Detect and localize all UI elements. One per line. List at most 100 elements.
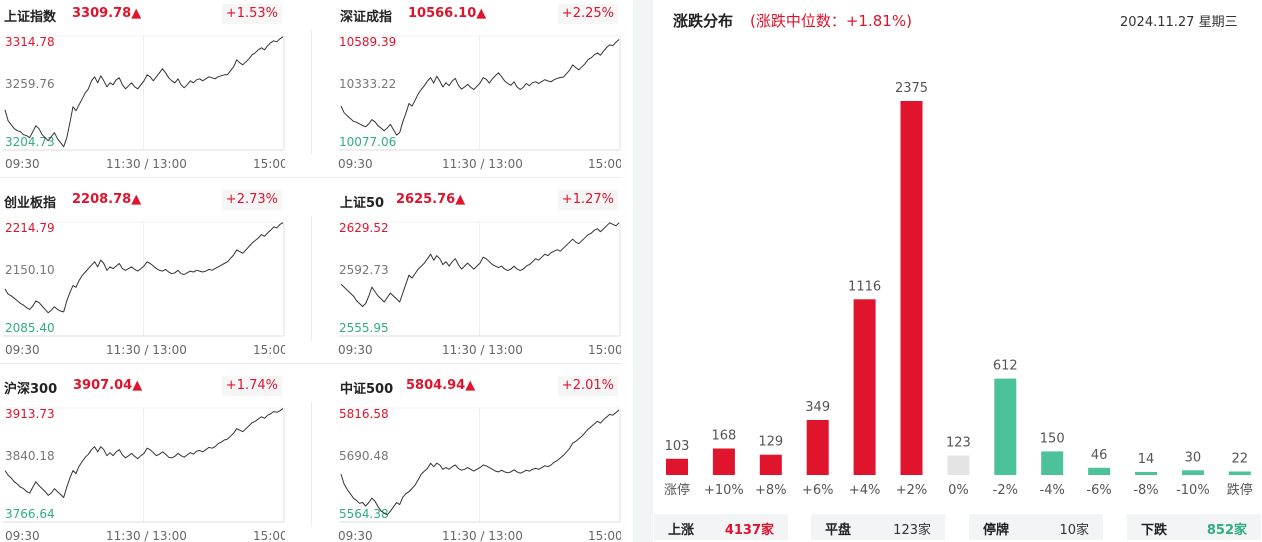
bar-value-label: 103 [665, 439, 690, 454]
axis-mid-label: 2150.10 [5, 263, 55, 277]
distribution-bar [1228, 471, 1251, 475]
index-intraday-chart: 2214.79 2150.10 2085.40 09:30 11:30 / 13… [3, 221, 285, 357]
bar-category-label: -6% [1086, 483, 1111, 498]
price-line [340, 39, 620, 136]
index-header: 中证500 5804.94▲ +2.01% [336, 372, 621, 398]
index-price: 2208.78▲ [72, 192, 142, 207]
index-change-badge: +2.01% [557, 376, 618, 396]
bar-value-label: 14 [1138, 452, 1155, 467]
bar-category-label: +2% [896, 483, 928, 498]
summary-label: 停牌 [983, 523, 1010, 538]
bar-category-label: -4% [1040, 483, 1065, 498]
index-name: 沪深300 [4, 382, 58, 397]
bar-category-label: +6% [802, 483, 834, 498]
time-label-open: 09:30 [338, 343, 373, 357]
bar-value-label: 1116 [848, 279, 881, 294]
bar-category-label: 0% [948, 483, 969, 498]
index-intraday-chart: 3314.78 3259.76 3204.73 09:30 11:30 / 13… [3, 35, 285, 171]
bar-value-label: 168 [711, 429, 736, 444]
summary-value: 852家 [1206, 523, 1247, 538]
bar-value-label: 46 [1091, 448, 1108, 463]
bar-value-label: 123 [946, 436, 971, 451]
time-label-close: 15:00 [253, 157, 285, 171]
index-panel-sse50[interactable]: 上证50 2625.76▲ +1.27% 2629.52 2592.73 255… [336, 186, 621, 366]
index-price: 2625.76▲ [396, 192, 466, 207]
price-line [4, 36, 284, 148]
index-intraday-chart: 5816.58 5690.48 5564.38 09:30 11:30 / 13… [338, 407, 621, 542]
index-panel-shanghai-composite[interactable]: 上证指数 3309.78▲ +1.53% 3314.78 3259.76 320… [0, 0, 285, 180]
index-header: 深证成指 10566.10▲ +2.25% [336, 0, 621, 26]
time-label-open: 09:30 [338, 529, 373, 542]
distribution-date: 2024.11.27 星期三 [1120, 15, 1238, 30]
time-label-midday: 11:30 / 13:00 [442, 157, 523, 171]
axis-high-label: 3314.78 [5, 35, 55, 49]
axis-mid-label: 3840.18 [5, 449, 55, 463]
time-label-midday: 11:30 / 13:00 [106, 343, 187, 357]
index-name: 创业板指 [4, 196, 57, 211]
index-panel-csi500[interactable]: 中证500 5804.94▲ +2.01% 5816.58 5690.48 55… [336, 372, 621, 542]
time-label-close: 15:00 [588, 157, 621, 171]
index-intraday-chart: 3913.73 3840.18 3766.64 09:30 11:30 / 13… [3, 407, 285, 542]
index-change-badge: +1.27% [557, 190, 618, 210]
time-label-midday: 11:30 / 13:00 [106, 157, 187, 171]
index-header: 创业板指 2208.78▲ +2.73% [0, 186, 285, 212]
index-price: 10566.10▲ [408, 6, 487, 21]
time-label-close: 15:00 [588, 529, 621, 542]
bar-category-label: 跌停 [1227, 482, 1253, 498]
summary-up: 上涨 4137家 [654, 514, 788, 540]
index-panel-shenzhen-component[interactable]: 深证成指 10566.10▲ +2.25% 10589.39 10333.22 … [336, 0, 621, 180]
time-label-midday: 11:30 / 13:00 [442, 343, 523, 357]
price-line [340, 222, 620, 307]
summary-label: 平盘 [825, 523, 852, 538]
distribution-bar [1135, 472, 1157, 475]
axis-high-label: 2214.79 [5, 221, 55, 235]
distribution-bar [900, 101, 923, 475]
price-line [4, 408, 284, 498]
distribution-bar [712, 448, 735, 475]
column-divider [311, 30, 312, 155]
distribution-bar [1041, 451, 1064, 475]
distribution-bar-chart: 103 涨停 168 +10% 129 +8% 349 +6% 1116 +4% 2375 +2% 12… [664, 81, 1253, 498]
summary-value: 123家 [893, 523, 931, 538]
bar-value-label: 150 [1040, 431, 1065, 446]
index-header: 上证50 2625.76▲ +1.27% [336, 186, 621, 212]
bar-value-label: 612 [993, 359, 1018, 374]
index-price: 5804.94▲ [406, 378, 476, 393]
axis-low-label: 5564.38 [339, 507, 389, 521]
index-name: 上证50 [340, 196, 385, 211]
index-change-badge: +1.53% [221, 4, 282, 24]
distribution-median: (涨跌中位数：+1.81%) [750, 12, 912, 30]
distribution-bar [806, 420, 829, 475]
axis-low-label: 2085.40 [5, 321, 55, 335]
bar-value-label: 22 [1232, 452, 1249, 467]
time-label-open: 09:30 [5, 157, 40, 171]
index-name: 上证指数 [4, 10, 57, 25]
summary-value: 4137家 [724, 523, 774, 538]
row-divider [0, 177, 622, 178]
axis-mid-label: 5690.48 [339, 449, 389, 463]
bar-value-label: 2375 [895, 81, 928, 96]
distribution-bar [666, 458, 688, 475]
bar-category-label: 涨停 [664, 482, 690, 498]
distribution-bar [947, 455, 970, 475]
time-label-open: 09:30 [5, 343, 40, 357]
summary-flat: 平盘 123家 [811, 514, 945, 540]
axis-low-label: 10077.06 [339, 135, 396, 149]
time-label-close: 15:00 [253, 529, 285, 542]
column-divider [311, 216, 312, 341]
distribution-bar [759, 454, 782, 475]
axis-high-label: 2629.52 [339, 221, 389, 235]
index-price: 3309.78▲ [72, 6, 142, 21]
axis-low-label: 2555.95 [339, 321, 389, 335]
axis-mid-label: 2592.73 [339, 263, 389, 277]
bar-value-label: 30 [1185, 450, 1202, 465]
time-label-midday: 11:30 / 13:00 [106, 529, 187, 542]
index-panel-csi300[interactable]: 沪深300 3907.04▲ +1.74% 3913.73 3840.18 37… [0, 372, 285, 542]
summary-suspended: 停牌 10家 [969, 514, 1103, 540]
time-label-close: 15:00 [588, 343, 621, 357]
index-name: 深证成指 [340, 10, 393, 25]
axis-high-label: 3913.73 [5, 407, 55, 421]
index-panel-chinext[interactable]: 创业板指 2208.78▲ +2.73% 2214.79 2150.10 208… [0, 186, 285, 366]
bar-category-label: +4% [849, 483, 881, 498]
index-change-badge: +2.73% [221, 190, 282, 210]
